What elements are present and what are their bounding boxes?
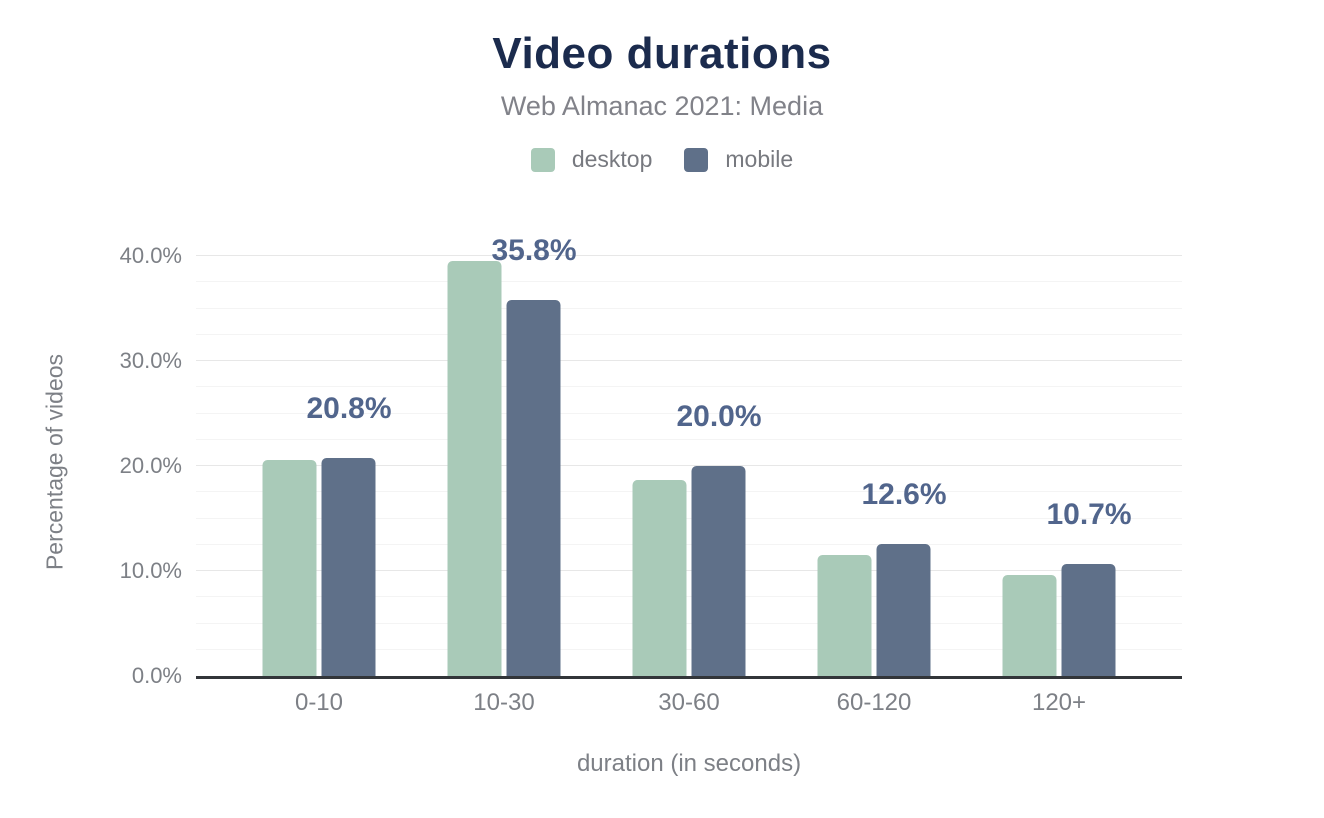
bar-mobile-0-10 <box>321 457 376 676</box>
y-tick-label: 0.0% <box>131 663 182 688</box>
bar-group-0-10: 20.8% 0-10 <box>227 230 412 715</box>
gridline-minor <box>196 307 1182 309</box>
gridline-minor <box>196 543 1182 545</box>
gridline-minor <box>196 438 1182 440</box>
y-tick-label: 30.0% <box>119 348 182 373</box>
bar-mobile-120+ <box>1061 563 1116 676</box>
bar-group-120+: 10.7% 120+ <box>967 230 1152 715</box>
legend-swatch-desktop <box>530 147 555 172</box>
x-tick-label: 60-120 <box>836 689 912 716</box>
bar-group-60-120: 12.6% 60-120 <box>782 230 967 715</box>
legend: desktop mobile <box>0 146 1324 173</box>
bar-desktop-10-30 <box>447 261 502 676</box>
plot-area: 20.8% 0-10 35.8% 10-30 20.0% 30-60 12.6% 60-120… <box>196 230 1182 715</box>
data-label: 12.6% <box>861 477 947 511</box>
gridline-minor <box>196 386 1182 388</box>
x-tick-label: 0-10 <box>294 689 344 716</box>
gridline-major <box>196 360 1182 361</box>
bar-pair <box>632 466 746 676</box>
bar-mobile-30-60 <box>691 466 746 676</box>
gridline-minor <box>196 491 1182 493</box>
bar-desktop-120+ <box>1002 575 1057 676</box>
bar-desktop-60-120 <box>817 555 872 676</box>
legend-item-desktop: desktop <box>530 146 653 173</box>
x-tick-label: 30-60 <box>658 689 720 716</box>
bar-group-10-30: 35.8% 10-30 <box>412 230 597 715</box>
bar-desktop-30-60 <box>632 479 687 676</box>
bar-pair <box>262 457 376 676</box>
data-label: 10.7% <box>1046 497 1132 531</box>
chart-title: Video durations <box>492 29 832 78</box>
data-label: 35.8% <box>491 234 577 268</box>
bar-mobile-10-30 <box>506 300 561 676</box>
legend-item-mobile: mobile <box>684 146 793 173</box>
bar-pair <box>817 543 931 676</box>
bar-pair <box>1002 563 1116 676</box>
x-axis-title: duration (in seconds) <box>576 750 802 777</box>
y-tick-label: 20.0% <box>119 453 182 478</box>
bar-desktop-0-10 <box>262 459 317 676</box>
legend-label-desktop: desktop <box>571 146 653 172</box>
legend-swatch-mobile <box>684 147 709 172</box>
y-tick-label: 10.0% <box>119 558 182 583</box>
y-tick-label: 40.0% <box>119 243 182 268</box>
gridline-major <box>196 255 1182 256</box>
bar-pair <box>447 261 561 676</box>
gridline-minor <box>196 517 1182 519</box>
y-axis-tick-labels: 0.0% 10.0% 20.0% 30.0% 40.0% <box>0 230 182 687</box>
x-tick-label: 10-30 <box>473 689 535 716</box>
bar-groups: 20.8% 0-10 35.8% 10-30 20.0% 30-60 12.6% 60-120… <box>196 230 1182 715</box>
gridline-major <box>196 570 1182 571</box>
bar-mobile-60-120 <box>876 543 931 676</box>
legend-label-mobile: mobile <box>725 146 794 172</box>
gridline-minor <box>196 281 1182 283</box>
data-label: 20.8% <box>306 391 392 425</box>
gridline-minor <box>196 333 1182 335</box>
gridline-minor <box>196 622 1182 624</box>
gridline-minor <box>196 596 1182 598</box>
gridline-major <box>196 465 1182 466</box>
gridline-minor <box>196 412 1182 414</box>
data-label: 20.0% <box>676 400 762 433</box>
x-tick-label: 120+ <box>1031 689 1087 716</box>
chart-subtitle: Web Almanac 2021: Media <box>500 91 824 121</box>
gridline-minor <box>196 648 1182 650</box>
bar-group-30-60: 20.0% 30-60 <box>597 230 782 715</box>
